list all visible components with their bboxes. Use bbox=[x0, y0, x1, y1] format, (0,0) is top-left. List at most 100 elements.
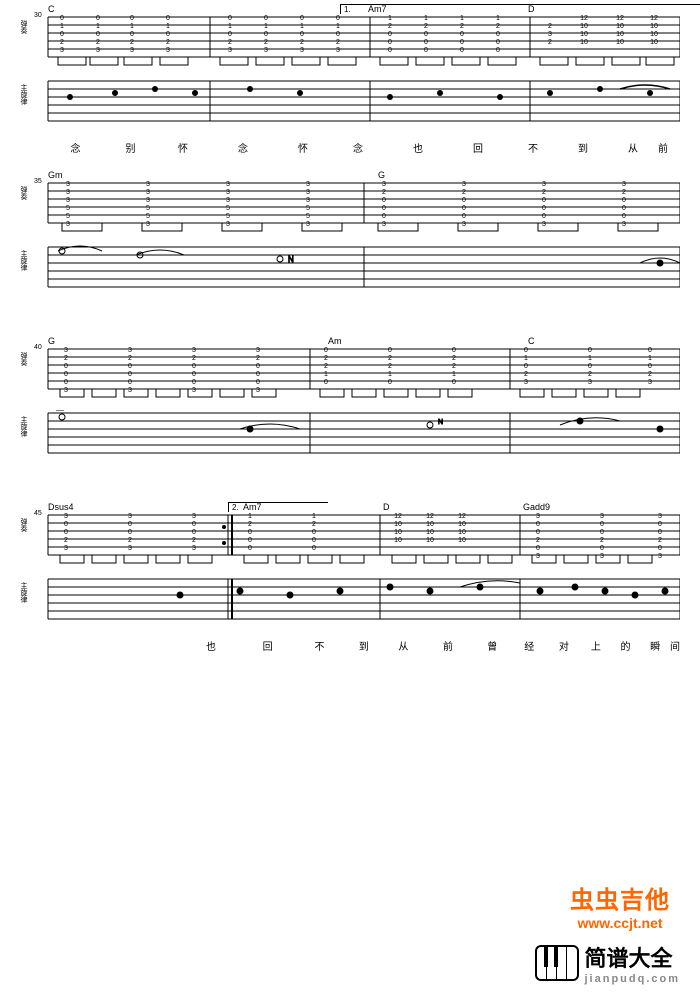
svg-text:10: 10 bbox=[394, 529, 402, 536]
svg-text:10: 10 bbox=[458, 537, 466, 544]
svg-text:0: 0 bbox=[542, 213, 546, 220]
svg-text:12: 12 bbox=[616, 15, 624, 22]
lyric: 到 bbox=[558, 140, 608, 154]
lyric: 也 bbox=[388, 140, 448, 154]
chord-label: Am bbox=[328, 336, 528, 346]
svg-text:0: 0 bbox=[600, 529, 604, 536]
svg-text:2: 2 bbox=[64, 355, 68, 362]
lyric: 回 bbox=[448, 140, 508, 154]
lyric: 怀 bbox=[158, 140, 208, 154]
svg-text:2: 2 bbox=[462, 189, 466, 196]
svg-text:2: 2 bbox=[256, 355, 260, 362]
svg-text:2: 2 bbox=[548, 39, 552, 46]
svg-text:0: 0 bbox=[256, 371, 260, 378]
svg-text:3: 3 bbox=[66, 181, 70, 188]
tab-label: 弹奏 bbox=[18, 352, 28, 366]
svg-text:2: 2 bbox=[192, 537, 196, 544]
svg-text:0: 0 bbox=[128, 379, 132, 386]
svg-text:3: 3 bbox=[192, 387, 196, 394]
svg-text:0: 0 bbox=[648, 363, 652, 370]
svg-text:0: 0 bbox=[542, 197, 546, 204]
svg-text:10: 10 bbox=[458, 529, 466, 536]
svg-text:5: 5 bbox=[146, 213, 150, 220]
melody-label: 主旋律 bbox=[18, 582, 28, 603]
svg-text:3: 3 bbox=[146, 181, 150, 188]
system-3: G Am C 弹奏 40 bbox=[20, 332, 680, 486]
svg-text:0: 0 bbox=[462, 213, 466, 220]
svg-text:0: 0 bbox=[192, 529, 196, 536]
svg-text:0: 0 bbox=[166, 31, 170, 38]
svg-text:3: 3 bbox=[146, 197, 150, 204]
svg-text:3: 3 bbox=[264, 47, 268, 54]
lyric: 不 bbox=[508, 140, 558, 154]
svg-text:1: 1 bbox=[388, 371, 392, 378]
svg-text:3: 3 bbox=[462, 221, 466, 228]
tab-staff-4: 弹奏 45 bbox=[20, 512, 680, 570]
repeat-bracket-2: 2. bbox=[228, 502, 328, 512]
svg-text:2: 2 bbox=[336, 39, 340, 46]
svg-text:12: 12 bbox=[394, 513, 402, 520]
svg-text:2: 2 bbox=[452, 355, 456, 362]
svg-text:0: 0 bbox=[192, 363, 196, 370]
svg-text:0: 0 bbox=[536, 545, 540, 552]
melody-staff-1: 主旋律 bbox=[20, 78, 680, 136]
svg-text:0: 0 bbox=[128, 521, 132, 528]
svg-text:2: 2 bbox=[324, 363, 328, 370]
svg-text:5: 5 bbox=[66, 213, 70, 220]
melody-staff-2: 主旋律 N bbox=[20, 244, 680, 302]
svg-text:0: 0 bbox=[524, 347, 528, 354]
chord-label: G bbox=[48, 336, 328, 346]
lyric: 前 bbox=[658, 140, 668, 154]
svg-text:0: 0 bbox=[588, 347, 592, 354]
svg-text:0: 0 bbox=[452, 379, 456, 386]
svg-text:2: 2 bbox=[460, 23, 464, 30]
tab-staff-1: 弹奏 30 bbox=[20, 14, 680, 72]
svg-text:10: 10 bbox=[580, 31, 588, 38]
svg-text:0: 0 bbox=[462, 205, 466, 212]
svg-text:0: 0 bbox=[622, 213, 626, 220]
svg-text:3: 3 bbox=[226, 189, 230, 196]
svg-text:3: 3 bbox=[588, 379, 592, 386]
lyric: 不 bbox=[295, 638, 344, 652]
svg-text:0: 0 bbox=[382, 197, 386, 204]
svg-text:0: 0 bbox=[336, 31, 340, 38]
svg-text:0: 0 bbox=[536, 521, 540, 528]
svg-text:N: N bbox=[288, 255, 294, 264]
melody-svg: N bbox=[20, 244, 680, 288]
svg-text:5: 5 bbox=[66, 205, 70, 212]
svg-text:0: 0 bbox=[256, 379, 260, 386]
lyric: 前 bbox=[423, 638, 472, 652]
svg-text:3: 3 bbox=[130, 47, 134, 54]
svg-text:12: 12 bbox=[56, 410, 64, 412]
svg-text:2: 2 bbox=[64, 537, 68, 544]
svg-text:3: 3 bbox=[542, 181, 546, 188]
svg-text:3: 3 bbox=[536, 553, 540, 560]
svg-text:0: 0 bbox=[460, 47, 464, 54]
svg-text:0: 0 bbox=[588, 363, 592, 370]
svg-text:0: 0 bbox=[64, 529, 68, 536]
tab-label: 弹奏 bbox=[18, 518, 28, 532]
svg-text:0: 0 bbox=[542, 205, 546, 212]
svg-text:3: 3 bbox=[600, 513, 604, 520]
lyric: 怀 bbox=[278, 140, 328, 154]
svg-text:1: 1 bbox=[312, 513, 316, 520]
svg-text:0: 0 bbox=[264, 15, 268, 22]
svg-text:10: 10 bbox=[616, 39, 624, 46]
svg-text:2: 2 bbox=[382, 189, 386, 196]
svg-text:1: 1 bbox=[648, 355, 652, 362]
svg-text:2: 2 bbox=[542, 189, 546, 196]
measure-number: 30 bbox=[34, 12, 42, 19]
lyrics-row-1: 念 别 怀 念 怀 念 也 回 不 到 从 前 bbox=[20, 140, 680, 154]
svg-text:0: 0 bbox=[228, 31, 232, 38]
svg-text:0: 0 bbox=[128, 371, 132, 378]
tab-label: 弹奏 bbox=[18, 20, 28, 34]
watermark-ccjt-title: 虫虫吉他 bbox=[570, 880, 670, 915]
measure-number: 45 bbox=[34, 510, 42, 517]
repeat-bracket-1: 1. bbox=[340, 4, 700, 14]
chord-label: C bbox=[48, 4, 368, 14]
system-1: C 1. Am7 D 弹奏 30 bbox=[20, 0, 680, 154]
svg-text:1: 1 bbox=[496, 15, 500, 22]
svg-text:0: 0 bbox=[130, 15, 134, 22]
svg-text:3: 3 bbox=[648, 379, 652, 386]
tab-staff-2: 弹奏 35 355333 355333 bbox=[20, 180, 680, 238]
